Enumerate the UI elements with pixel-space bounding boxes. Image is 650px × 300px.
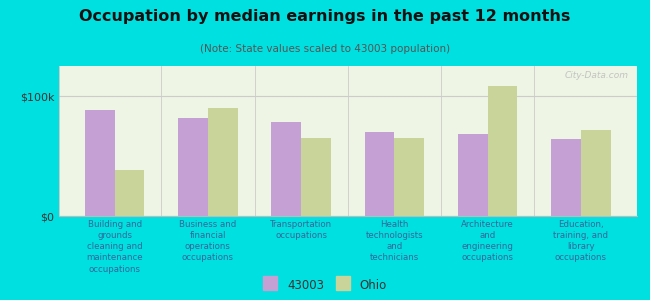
Bar: [581, 130, 611, 216]
Bar: [84, 110, 114, 216]
Text: Occupation by median earnings in the past 12 months: Occupation by median earnings in the pas…: [79, 9, 571, 24]
Bar: [271, 122, 301, 216]
Bar: [488, 86, 517, 216]
Bar: [365, 132, 395, 216]
Text: (Note: State values scaled to 43003 population): (Note: State values scaled to 43003 popu…: [200, 44, 450, 53]
Bar: [551, 139, 581, 216]
Legend: 43003, Ohio: 43003, Ohio: [261, 276, 389, 294]
Bar: [458, 134, 488, 216]
Bar: [178, 118, 208, 216]
Text: City-Data.com: City-Data.com: [564, 70, 629, 80]
Bar: [208, 108, 238, 216]
Bar: [301, 138, 331, 216]
Bar: [114, 170, 144, 216]
Bar: [395, 138, 424, 216]
